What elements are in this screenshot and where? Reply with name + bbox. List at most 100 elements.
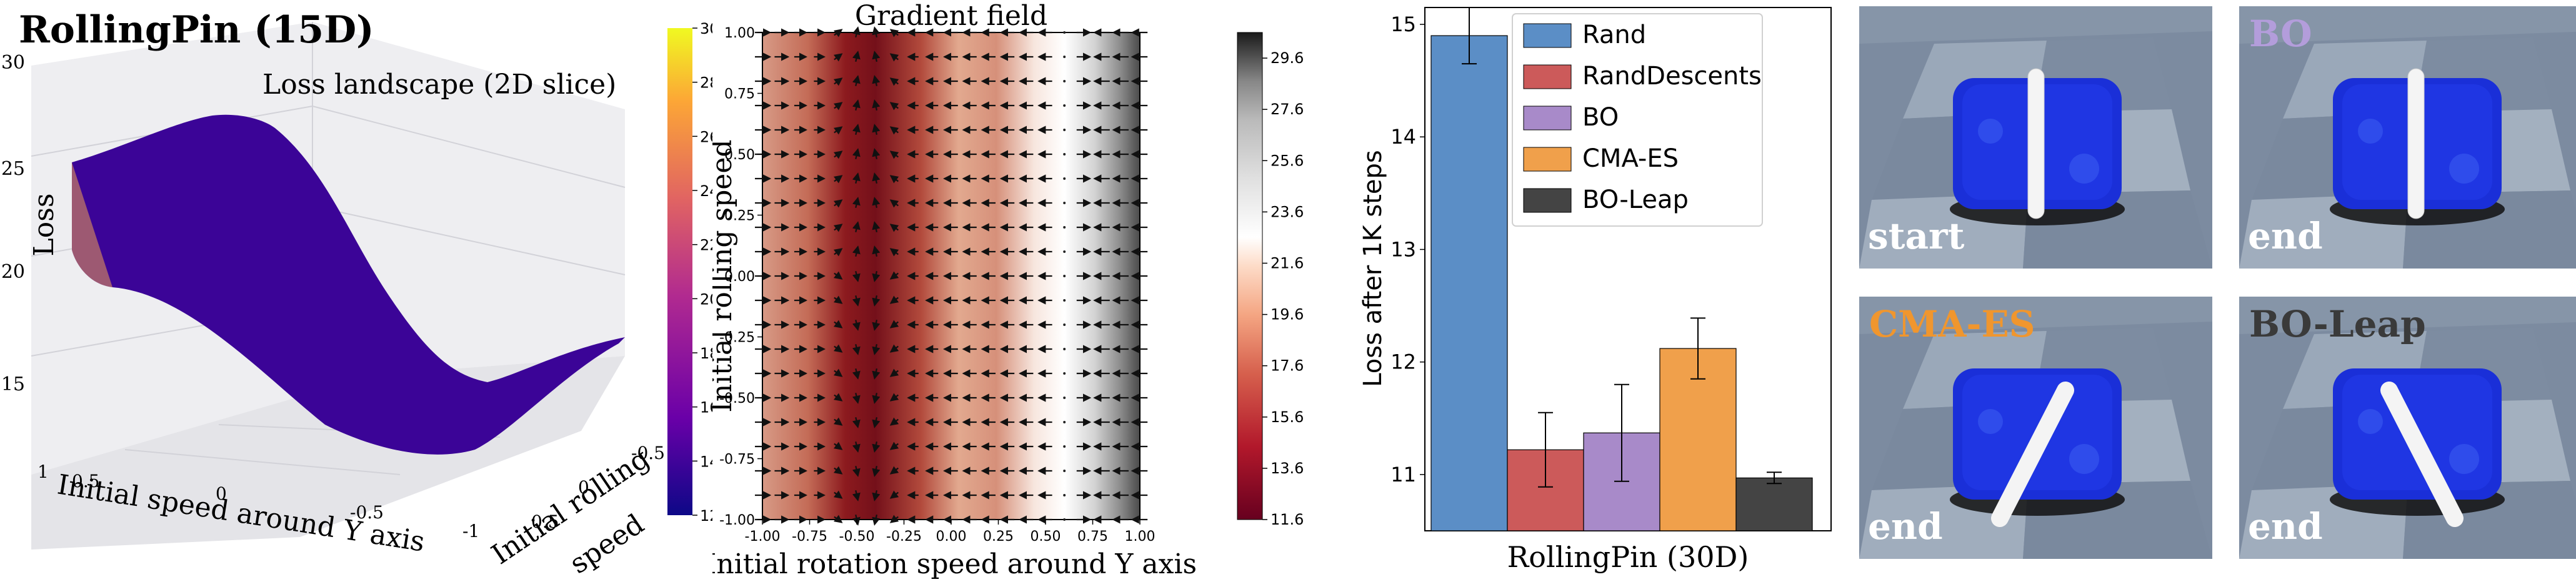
gradient-arrow (889, 515, 899, 523)
gradient-arrow (889, 199, 899, 208)
scene (2239, 297, 2576, 559)
bars (1430, 7, 1813, 531)
panel-method-title: BO-Leap (2249, 303, 2426, 345)
gradient-arrow (833, 368, 843, 377)
gradient-arrow (872, 515, 881, 526)
panel-state-label: end (2248, 215, 2323, 257)
gradient-arrow (833, 466, 843, 475)
z-tick: 15 (1, 373, 25, 395)
y-tick-label: 1.00 (724, 26, 755, 41)
y-tick-label: 14 (1390, 125, 1416, 149)
legend-label: BO-Leap (1582, 185, 1689, 214)
gradient-arrow (833, 150, 843, 159)
y-tick-label: 11 (1390, 463, 1416, 486)
y-tick-label: 15 (1390, 12, 1416, 36)
gradient-arrow (1063, 299, 1066, 302)
colorbar-tick-label: 30 (700, 20, 712, 37)
gradient-arrow (889, 368, 899, 377)
gradient-arrow (872, 466, 881, 477)
simulation-panel: end BO-Leap (2239, 297, 2576, 559)
gradient-arrow (889, 295, 899, 304)
y-tick-label: -0.50 (719, 391, 755, 407)
y-tick: -0.5 (631, 443, 665, 463)
gradient-arrow (889, 224, 899, 232)
gradient-arrow (852, 393, 861, 404)
gradient-arrow (872, 51, 881, 62)
y-tick: 0 (578, 477, 589, 498)
y-tick-label: 13 (1390, 237, 1416, 261)
colorbar-tick-label: 13.6 (1271, 460, 1304, 477)
gradient-arrow (889, 126, 899, 135)
y-axis-label: Loss after 1K steps (1359, 150, 1387, 387)
colorbar-ticks: 30 28 26 24 22 20 18 16 14 12 (692, 20, 712, 525)
colorbar-tick-label: 27.6 (1271, 101, 1304, 118)
gradient-arrow (889, 393, 899, 402)
gradient-arrow (833, 29, 843, 37)
x-tick-label: 0.25 (983, 529, 1014, 545)
x-tick-label: 0.00 (936, 529, 967, 545)
gradient-arrow (1063, 372, 1066, 375)
y-tick-label: -0.25 (719, 330, 755, 346)
gradient-arrow (889, 490, 899, 499)
gradient-arrow (833, 417, 843, 426)
x-tick-label: -1.00 (745, 529, 781, 545)
x-tick-label: -0.50 (839, 529, 875, 545)
gradient-arrow (872, 368, 881, 380)
legend-swatch (1523, 64, 1572, 89)
gradient-arrow (889, 320, 899, 328)
y-tick-label: 0.50 (724, 147, 755, 163)
axis-ticks: 15 14 13 12 11 (1390, 12, 1425, 486)
y-axis-label: Initial rolling speed (712, 139, 738, 412)
y-tick-label: 12 (1390, 350, 1416, 374)
bar (1430, 35, 1508, 531)
gradient-arrow (833, 126, 843, 135)
x-tick: 0 (216, 483, 227, 504)
gradient-arrow (852, 51, 861, 62)
loss-landscape-chart: 30 25 20 15 Loss 1 0.5 0 -0.5 -1 Initial… (1, 8, 712, 580)
colorbar-tick-label: 24 (700, 182, 712, 200)
gradient-arrow (889, 53, 899, 62)
colorbar-tick-label: 23.6 (1271, 203, 1304, 220)
gradient-arrow (852, 441, 861, 453)
gradient-arrow (889, 29, 899, 37)
colorbar-tick-label: 25.6 (1271, 152, 1304, 169)
gradient-arrow (833, 320, 843, 328)
gradient-arrow (1063, 56, 1066, 58)
gradient-arrow (872, 99, 881, 111)
axis-ticks: -1.00 -0.75 -0.50 -0.25 0.00 0.25 0.50 0.75 1.00… (719, 26, 1155, 545)
y-tick-label: 0.25 (724, 209, 755, 224)
gradient-arrow (852, 124, 861, 135)
gradient-arrow (1063, 129, 1066, 131)
gradient-arrow (889, 150, 899, 159)
colorbar-ticks: 29.6 27.6 25.6 23.6 21.6 19.6 17.6 15.6 13.6 11.6 (1262, 49, 1304, 528)
y-tick: 0.5 (531, 511, 559, 532)
gradient-arrow (889, 77, 899, 86)
legend-box (1512, 13, 1763, 227)
y-tick-label: 0.00 (724, 269, 755, 285)
z-tick: 25 (1, 158, 25, 180)
colorbar-tick-label: 17.6 (1271, 357, 1304, 375)
gradient-arrow (852, 99, 861, 111)
colorbar (1237, 32, 1263, 520)
gradient-arrow (833, 441, 843, 450)
colorbar-tick-label: 26 (700, 128, 712, 146)
gradient-arrow (833, 490, 843, 499)
loss-surface (72, 114, 625, 455)
scene (1859, 6, 2212, 269)
legend-label: CMA-ES (1582, 144, 1679, 173)
gradient-arrow (852, 466, 861, 477)
x-tick-label: 0.50 (1031, 529, 1061, 545)
gradient-arrow (872, 320, 881, 331)
x-tick-label: 0.75 (1077, 529, 1108, 545)
colorbar-tick-label: 22 (700, 237, 712, 254)
gradient-arrow (872, 172, 881, 184)
x-tick: -1 (462, 521, 479, 541)
gradient-arrow (872, 441, 881, 453)
gradient-arrow (872, 148, 881, 159)
chart-title: Gradient field (855, 0, 1047, 32)
gradient-arrow (872, 295, 881, 307)
legend-label: BO (1582, 103, 1619, 132)
x-tick: 1 (37, 461, 49, 482)
x-tick-label: -0.25 (886, 529, 922, 545)
gradient-arrow (1063, 31, 1066, 34)
